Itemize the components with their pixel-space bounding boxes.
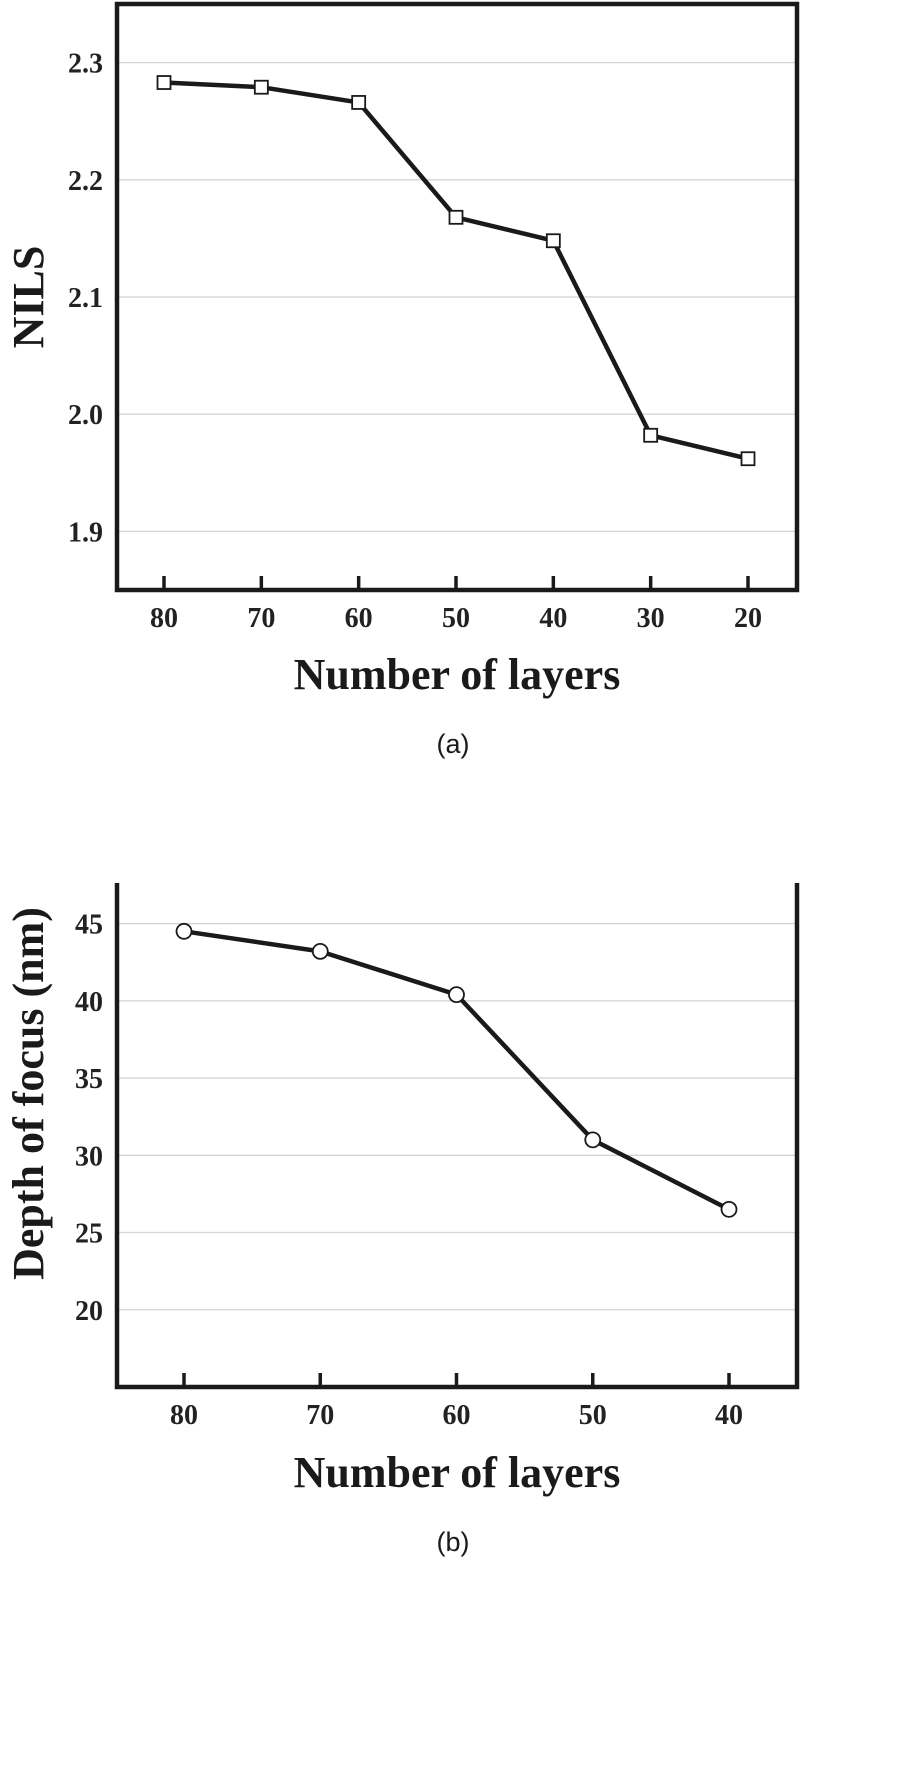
y-axis-title: NILS	[4, 246, 53, 349]
x-tick-label: 70	[306, 1400, 334, 1431]
plot-frame	[114, 883, 800, 1390]
chart-b: 20 25 30 35 40 45 50 80 70 60 50 40 Number of laye…	[4, 883, 800, 1557]
y-tick-label: 2.3	[68, 49, 103, 80]
plot-area	[114, 1, 800, 593]
chart-a: 1.9 2.0 2.1 2.2 2.3 80 70 60 50 40 30 20 Number of…	[4, 1, 800, 759]
data-point	[740, 451, 756, 467]
x-ticks	[162, 576, 750, 590]
x-tick-label: 60	[345, 603, 373, 634]
data-point	[175, 922, 193, 940]
panel-label: (b)	[437, 1527, 470, 1557]
panel-label: (a)	[437, 729, 470, 759]
x-tick-label: 70	[247, 603, 275, 634]
series-line	[163, 80, 749, 461]
data-point	[584, 1131, 602, 1149]
y-tick-label: 30	[75, 1141, 103, 1172]
y-axis-title: Depth of focus (nm)	[4, 907, 53, 1280]
data-point	[253, 79, 269, 95]
x-tick-label: 20	[734, 603, 762, 634]
y-tick-label: 25	[75, 1219, 103, 1250]
x-tick-label: 40	[715, 1400, 743, 1431]
x-tick-labels: 80 70 60 50 40	[170, 1400, 743, 1431]
x-tick-label: 50	[579, 1400, 607, 1431]
y-tick-label: 2.0	[68, 400, 103, 431]
y-tick-label: 40	[75, 987, 103, 1018]
gridlines	[117, 61, 797, 533]
gridlines	[117, 922, 797, 1311]
y-tick-label: 2.1	[68, 283, 103, 314]
x-axis-title: Number of layers	[294, 1448, 621, 1497]
y-tick-label: 45	[75, 910, 103, 941]
y-tick-label: 2.2	[68, 166, 103, 197]
y-tick-label: 20	[75, 1296, 103, 1327]
x-axis-title: Number of layers	[294, 650, 621, 699]
series	[156, 75, 756, 467]
series-line	[183, 929, 731, 1212]
data-point	[448, 986, 465, 1004]
x-tick-label: 80	[170, 1400, 198, 1431]
plot-area	[114, 883, 800, 1390]
x-tick-labels: 80 70 60 50 40 30 20	[150, 603, 762, 634]
data-point	[720, 1200, 738, 1218]
data-point	[351, 95, 367, 110]
data-point	[311, 942, 329, 960]
x-tick-label: 40	[539, 603, 567, 634]
x-ticks	[182, 1373, 731, 1387]
y-tick-label: 1.9	[68, 517, 103, 548]
y-tick-labels: 1.9 2.0 2.1 2.2 2.3	[68, 49, 103, 549]
data-point	[448, 209, 464, 225]
y-tick-labels: 20253035404550	[75, 910, 103, 1327]
y-tick-label: 35	[75, 1064, 103, 1095]
series	[175, 922, 738, 1218]
x-tick-label: 80	[150, 603, 178, 634]
data-point	[643, 427, 659, 443]
x-tick-label: 50	[442, 603, 470, 634]
x-tick-label: 60	[443, 1400, 471, 1431]
data-point	[545, 233, 561, 249]
data-point	[156, 75, 172, 90]
x-tick-label: 30	[637, 603, 665, 634]
